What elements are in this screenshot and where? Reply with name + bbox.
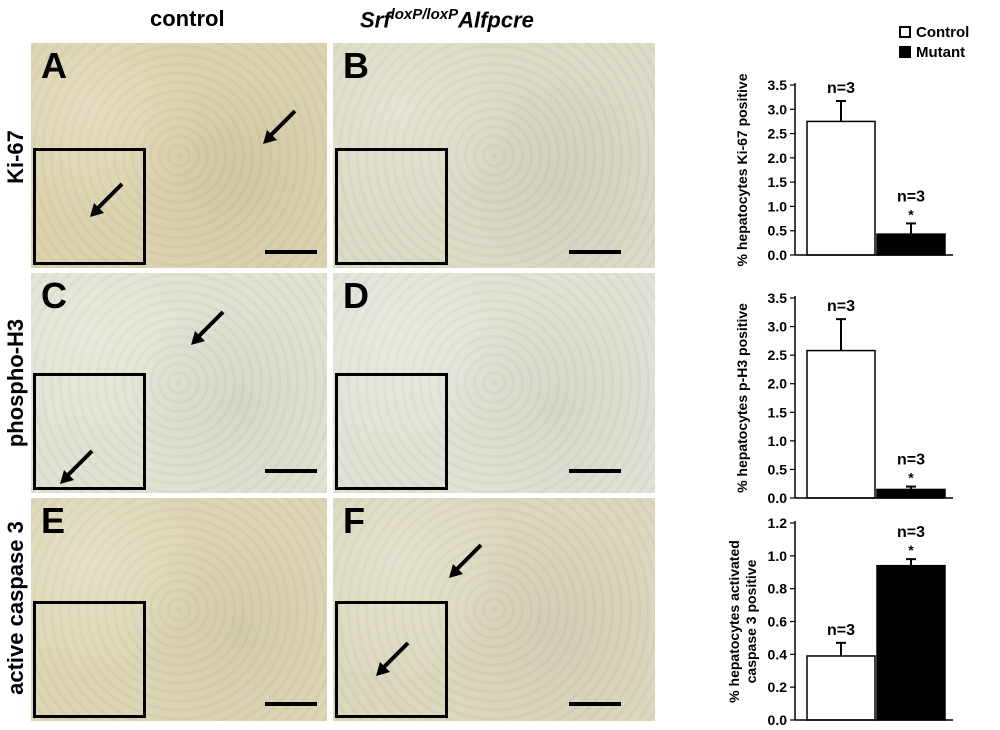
legend-label-mutant: Mutant	[916, 43, 966, 61]
magnified-inset	[335, 148, 448, 265]
y-tick-label: 3.5	[768, 77, 788, 93]
bar-mutant	[876, 488, 946, 499]
panel-label: D	[343, 275, 369, 316]
chart-svg: 0.0 0.2 0.4 0.6 0.8 1.0 1.2 % hepatocytes activ…	[726, 515, 953, 728]
chart-svg: 0.0 0.5 1.0 1.5 2.0 2.5 3.0 3.5 % hepatocytes p-…	[734, 290, 953, 506]
y-tick-label: 0.0	[768, 712, 788, 728]
panel-label: C	[41, 275, 67, 316]
bar-control	[806, 655, 876, 721]
y-tick-label: 0.4	[768, 646, 788, 662]
legend-item-mutant: Mutant	[899, 42, 969, 62]
y-tick-label: 3.0	[768, 319, 788, 335]
y-tick-label: 2.0	[768, 376, 788, 392]
magnified-inset	[33, 373, 146, 490]
micrograph-panel-d: D	[333, 273, 655, 493]
column-header-mutant: SrfloxP/loxPAlfpcre	[360, 6, 534, 33]
arrow-icon	[376, 641, 410, 676]
arrow-icon	[60, 449, 94, 484]
row-label-active-caspase3: active caspase 3	[3, 521, 28, 695]
legend-item-control: Control	[899, 22, 969, 42]
micrograph-texture	[333, 273, 655, 493]
y-tick-label: 0.6	[768, 614, 788, 630]
panel-label: E	[41, 500, 66, 541]
y-tick-label: 0.5	[768, 223, 788, 239]
y-tick-label: 0.2	[768, 679, 788, 695]
sample-size-label: n=3	[827, 622, 855, 639]
legend-swatch-mutant	[899, 46, 911, 58]
panel-label: F	[343, 500, 365, 541]
panel-label: A	[41, 45, 67, 86]
mutant-allele: loxP/loxP	[390, 6, 459, 23]
legend-swatch-control	[899, 26, 911, 38]
y-tick-label: 0.0	[768, 247, 788, 263]
mutant-gene: Srf	[360, 7, 391, 33]
y-tick-label: 1.5	[768, 404, 788, 420]
micrograph-texture	[31, 498, 327, 721]
significance-marker: *	[908, 206, 914, 222]
micrograph-panel-e: E	[31, 498, 327, 721]
micrograph-panel-a: A	[31, 43, 327, 268]
sample-size-label: n=3	[827, 298, 855, 315]
scale-bar	[265, 702, 317, 706]
y-axis-label: % hepatocytes activated	[726, 540, 742, 703]
y-tick-label: 1.5	[768, 174, 788, 190]
y-tick-label: 2.0	[768, 150, 788, 166]
significance-marker: *	[908, 542, 914, 558]
bar-control	[806, 120, 876, 256]
significance-marker: *	[908, 470, 914, 486]
magnified-inset	[33, 148, 146, 265]
panel-label: B	[343, 45, 369, 86]
y-axis-label: % hepatocytes Ki-67 positive	[734, 73, 750, 266]
sample-size-label: n=3	[827, 80, 855, 97]
bar-mutant	[876, 233, 946, 256]
y-axis-label: caspase 3 positive	[743, 559, 759, 683]
y-tick-label: 3.0	[768, 101, 788, 117]
micrograph-panel-f: F	[333, 498, 655, 721]
scale-bar	[265, 250, 317, 254]
mutant-driver: Alfpcre	[458, 7, 534, 33]
y-tick-label: 0.5	[768, 461, 788, 477]
arrow-icon	[90, 182, 124, 217]
y-tick-label: 0.0	[768, 490, 788, 506]
bar-control	[806, 349, 876, 499]
column-header-control: control	[150, 6, 225, 31]
micrograph-texture	[31, 273, 327, 493]
scale-bar	[569, 250, 621, 254]
scale-bar	[569, 702, 621, 706]
y-tick-label: 0.8	[768, 581, 788, 597]
micrograph-panel-c: C	[31, 273, 327, 493]
sample-size-label: n=3	[897, 188, 925, 205]
y-tick-label: 1.0	[768, 548, 788, 564]
magnified-inset	[335, 373, 448, 490]
magnified-inset	[33, 601, 146, 718]
bar-mutant	[876, 564, 946, 721]
legend-label-control: Control	[916, 23, 970, 41]
micrograph-panel-b: B	[333, 43, 655, 268]
sample-size-label: n=3	[897, 452, 925, 469]
arrow-icon	[449, 543, 483, 578]
y-axis-label: % hepatocytes p-H3 positive	[734, 303, 750, 493]
bar-chart-caspase3: 0.0 0.2 0.4 0.6 0.8 1.0 1.2 % hepatocytes activ…	[680, 510, 990, 728]
scale-bar	[265, 469, 317, 473]
y-tick-label: 1.0	[768, 198, 788, 214]
y-tick-label: 2.5	[768, 347, 788, 363]
row-label-ki67: Ki-67	[3, 130, 28, 184]
bar-chart-ki67: 0.0 0.5 1.0 1.5 2.0 2.5 3.0 3.5 % hepatocytes Ki…	[700, 0, 990, 270]
y-tick-label: 1.0	[768, 433, 788, 449]
y-tick-label: 1.2	[768, 515, 788, 531]
chart-svg: 0.0 0.5 1.0 1.5 2.0 2.5 3.0 3.5 % hepatocytes Ki…	[734, 73, 953, 266]
chart-legend: Control Mutant	[899, 22, 969, 62]
y-tick-label: 3.5	[768, 290, 788, 306]
arrow-icon	[263, 109, 297, 144]
row-label-phospho-h3: phospho-H3	[3, 318, 28, 448]
micrograph-texture	[333, 498, 655, 721]
arrow-icon	[191, 310, 225, 345]
sample-size-label: n=3	[897, 524, 925, 541]
scale-bar	[569, 469, 621, 473]
micrograph-texture	[333, 43, 655, 268]
bar-chart-ph3: 0.0 0.5 1.0 1.5 2.0 2.5 3.0 3.5 % hepatocytes p-…	[700, 280, 990, 506]
y-tick-label: 2.5	[768, 126, 788, 142]
magnified-inset	[335, 601, 448, 718]
micrograph-texture	[31, 43, 327, 268]
